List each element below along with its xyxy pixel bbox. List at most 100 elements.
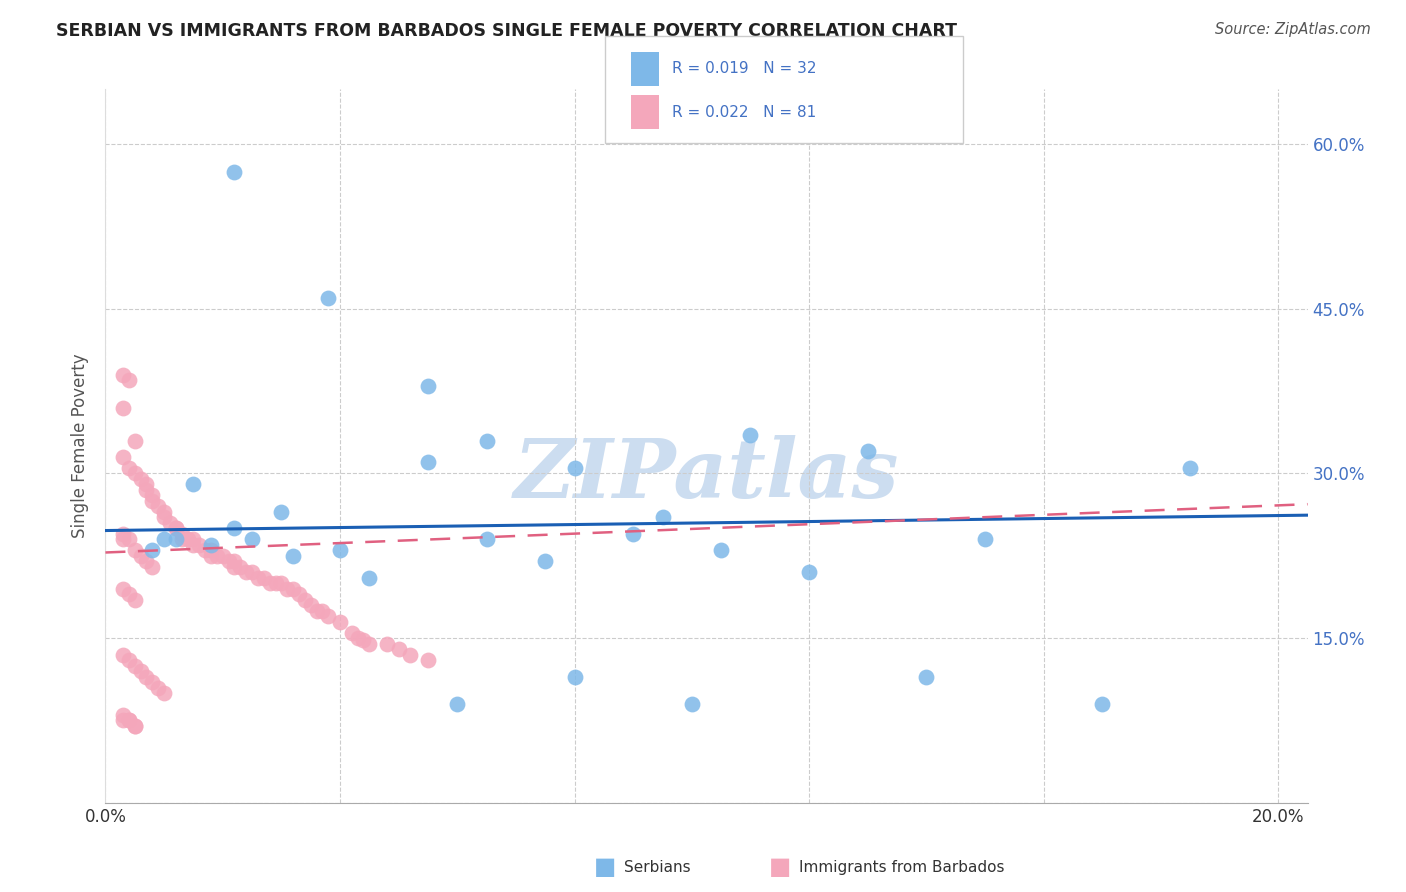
Text: R = 0.022   N = 81: R = 0.022 N = 81 [672,105,817,120]
Point [224,164,246,178]
Point [112,401,135,415]
Point [710,543,733,558]
Point [112,533,135,547]
Point [340,625,363,640]
Point [797,566,820,580]
Point [681,697,703,711]
Point [621,526,644,541]
Point [124,592,146,607]
Point [153,686,176,700]
Point [118,587,141,601]
Point [176,533,198,547]
Point [183,533,205,547]
Point [112,714,135,728]
Point [188,538,211,552]
Point [329,615,352,629]
Point [229,559,252,574]
Point [359,571,381,585]
Point [183,477,205,491]
Point [124,658,146,673]
Point [224,559,246,574]
Point [112,708,135,723]
Point [475,434,498,448]
Point [259,576,281,591]
Point [329,543,352,558]
Point [135,669,157,683]
Point [281,549,304,563]
Point [564,461,586,475]
Text: SERBIAN VS IMMIGRANTS FROM BARBADOS SINGLE FEMALE POVERTY CORRELATION CHART: SERBIAN VS IMMIGRANTS FROM BARBADOS SING… [56,22,957,40]
Point [353,633,375,648]
Point [141,543,163,558]
Point [246,571,269,585]
Point [129,664,152,678]
Point [141,494,163,508]
Point [112,582,135,596]
Point [118,461,141,475]
Point [305,604,328,618]
Point [153,533,176,547]
Point [974,533,997,547]
Point [200,549,222,563]
Point [281,582,304,596]
Point [1091,697,1114,711]
Text: ■: ■ [769,855,792,879]
Point [124,434,146,448]
Point [224,521,246,535]
Point [141,559,163,574]
Point [264,576,287,591]
Point [856,444,879,458]
Point [299,598,322,612]
Point [446,697,468,711]
Point [118,533,141,547]
Point [205,549,228,563]
Point [359,637,381,651]
Point [112,368,135,382]
Point [124,719,146,733]
Point [399,648,422,662]
Text: Immigrants from Barbados: Immigrants from Barbados [799,860,1004,874]
Point [165,521,187,535]
Point [159,516,181,530]
Point [276,582,298,596]
Point [224,554,246,568]
Point [183,538,205,552]
Point [288,587,311,601]
Point [194,543,217,558]
Point [311,604,333,618]
Point [124,543,146,558]
Point [270,576,292,591]
Point [170,533,193,547]
Point [124,467,146,481]
Point [118,714,141,728]
Point [135,477,157,491]
Point [200,543,222,558]
Point [740,428,762,442]
Text: ■: ■ [593,855,616,879]
Point [112,450,135,464]
Text: R = 0.019   N = 32: R = 0.019 N = 32 [672,62,817,76]
Point [564,669,586,683]
Point [253,571,276,585]
Point [148,500,170,514]
Point [651,510,673,524]
Point [416,455,439,469]
Point [346,631,368,645]
Point [235,566,257,580]
Point [534,554,557,568]
Point [388,642,411,657]
Point [316,609,339,624]
Point [915,669,938,683]
Point [124,719,146,733]
Point [294,592,316,607]
Point [165,521,187,535]
Point [375,637,398,651]
Y-axis label: Single Female Poverty: Single Female Poverty [72,354,90,538]
Point [416,378,439,392]
Point [153,510,176,524]
Point [112,526,135,541]
Point [135,483,157,497]
Point [200,538,222,552]
Point [211,549,233,563]
Point [118,714,141,728]
